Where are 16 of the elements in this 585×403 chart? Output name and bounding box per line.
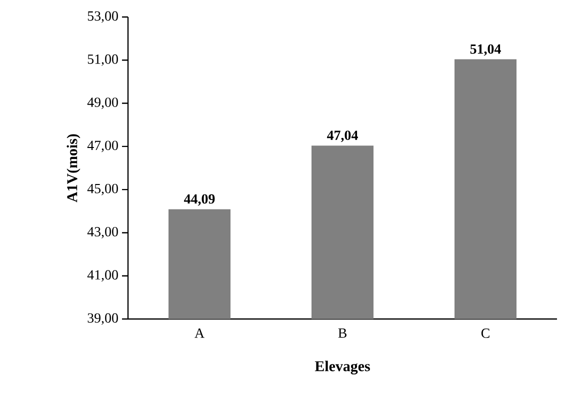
y-tick-label: 47,00 xyxy=(87,140,118,152)
x-tick-label: C xyxy=(481,328,490,338)
y-tick-label: 45,00 xyxy=(87,184,118,196)
x-axis-title: Elevages xyxy=(314,360,370,374)
data-label: 47,04 xyxy=(327,130,358,142)
data-label: 44,09 xyxy=(184,194,215,206)
y-tick-label: 51,00 xyxy=(88,54,118,66)
y-tick-label: 53,00 xyxy=(88,11,118,23)
y-axis-title: A1V(mois) xyxy=(66,134,80,202)
y-tick-label: 43,00 xyxy=(87,227,118,238)
data-label: 51,04 xyxy=(470,44,501,56)
x-tick-label: B xyxy=(338,328,346,338)
y-tick-label: 41,00 xyxy=(87,270,118,282)
x-tick-label: A xyxy=(194,328,204,338)
y-tick-label: 49,00 xyxy=(87,98,118,109)
y-tick-label: 39,00 xyxy=(88,313,118,325)
